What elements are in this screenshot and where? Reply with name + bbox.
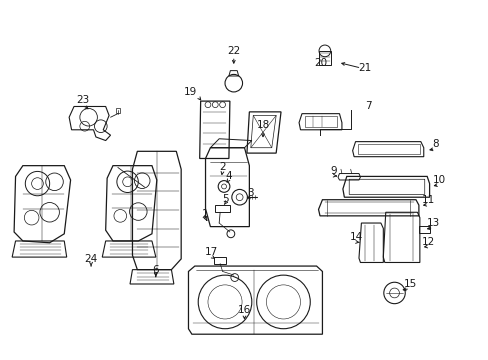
Text: 2: 2 [219, 162, 225, 172]
Text: 12: 12 [421, 237, 434, 247]
Text: 10: 10 [432, 175, 445, 185]
Bar [215, 205, 229, 212]
Text: 11: 11 [421, 195, 434, 205]
Text: 15: 15 [403, 279, 416, 289]
Text: 17: 17 [204, 247, 218, 257]
Text: 6: 6 [152, 265, 159, 275]
Text: 14: 14 [349, 232, 363, 242]
Text: 4: 4 [225, 171, 232, 181]
Text: 13: 13 [426, 218, 439, 228]
Text: 1: 1 [202, 209, 208, 219]
Text: 21: 21 [357, 63, 371, 73]
Bar [305, 116, 336, 127]
Text: 24: 24 [84, 254, 98, 264]
Text: 16: 16 [237, 305, 251, 315]
Text: 19: 19 [184, 87, 197, 97]
Text: 23: 23 [76, 95, 89, 105]
Text: 5: 5 [222, 194, 229, 204]
Bar [357, 144, 420, 154]
Text: 3: 3 [247, 188, 254, 198]
Text: 20: 20 [314, 58, 327, 68]
Text: 22: 22 [227, 46, 240, 56]
Text: 7: 7 [365, 102, 371, 112]
Bar [418, 226, 429, 233]
Bar [116, 108, 120, 113]
Text: 18: 18 [256, 121, 269, 130]
Bar [214, 257, 226, 264]
Text: 8: 8 [431, 139, 438, 149]
Text: 9: 9 [330, 166, 336, 176]
